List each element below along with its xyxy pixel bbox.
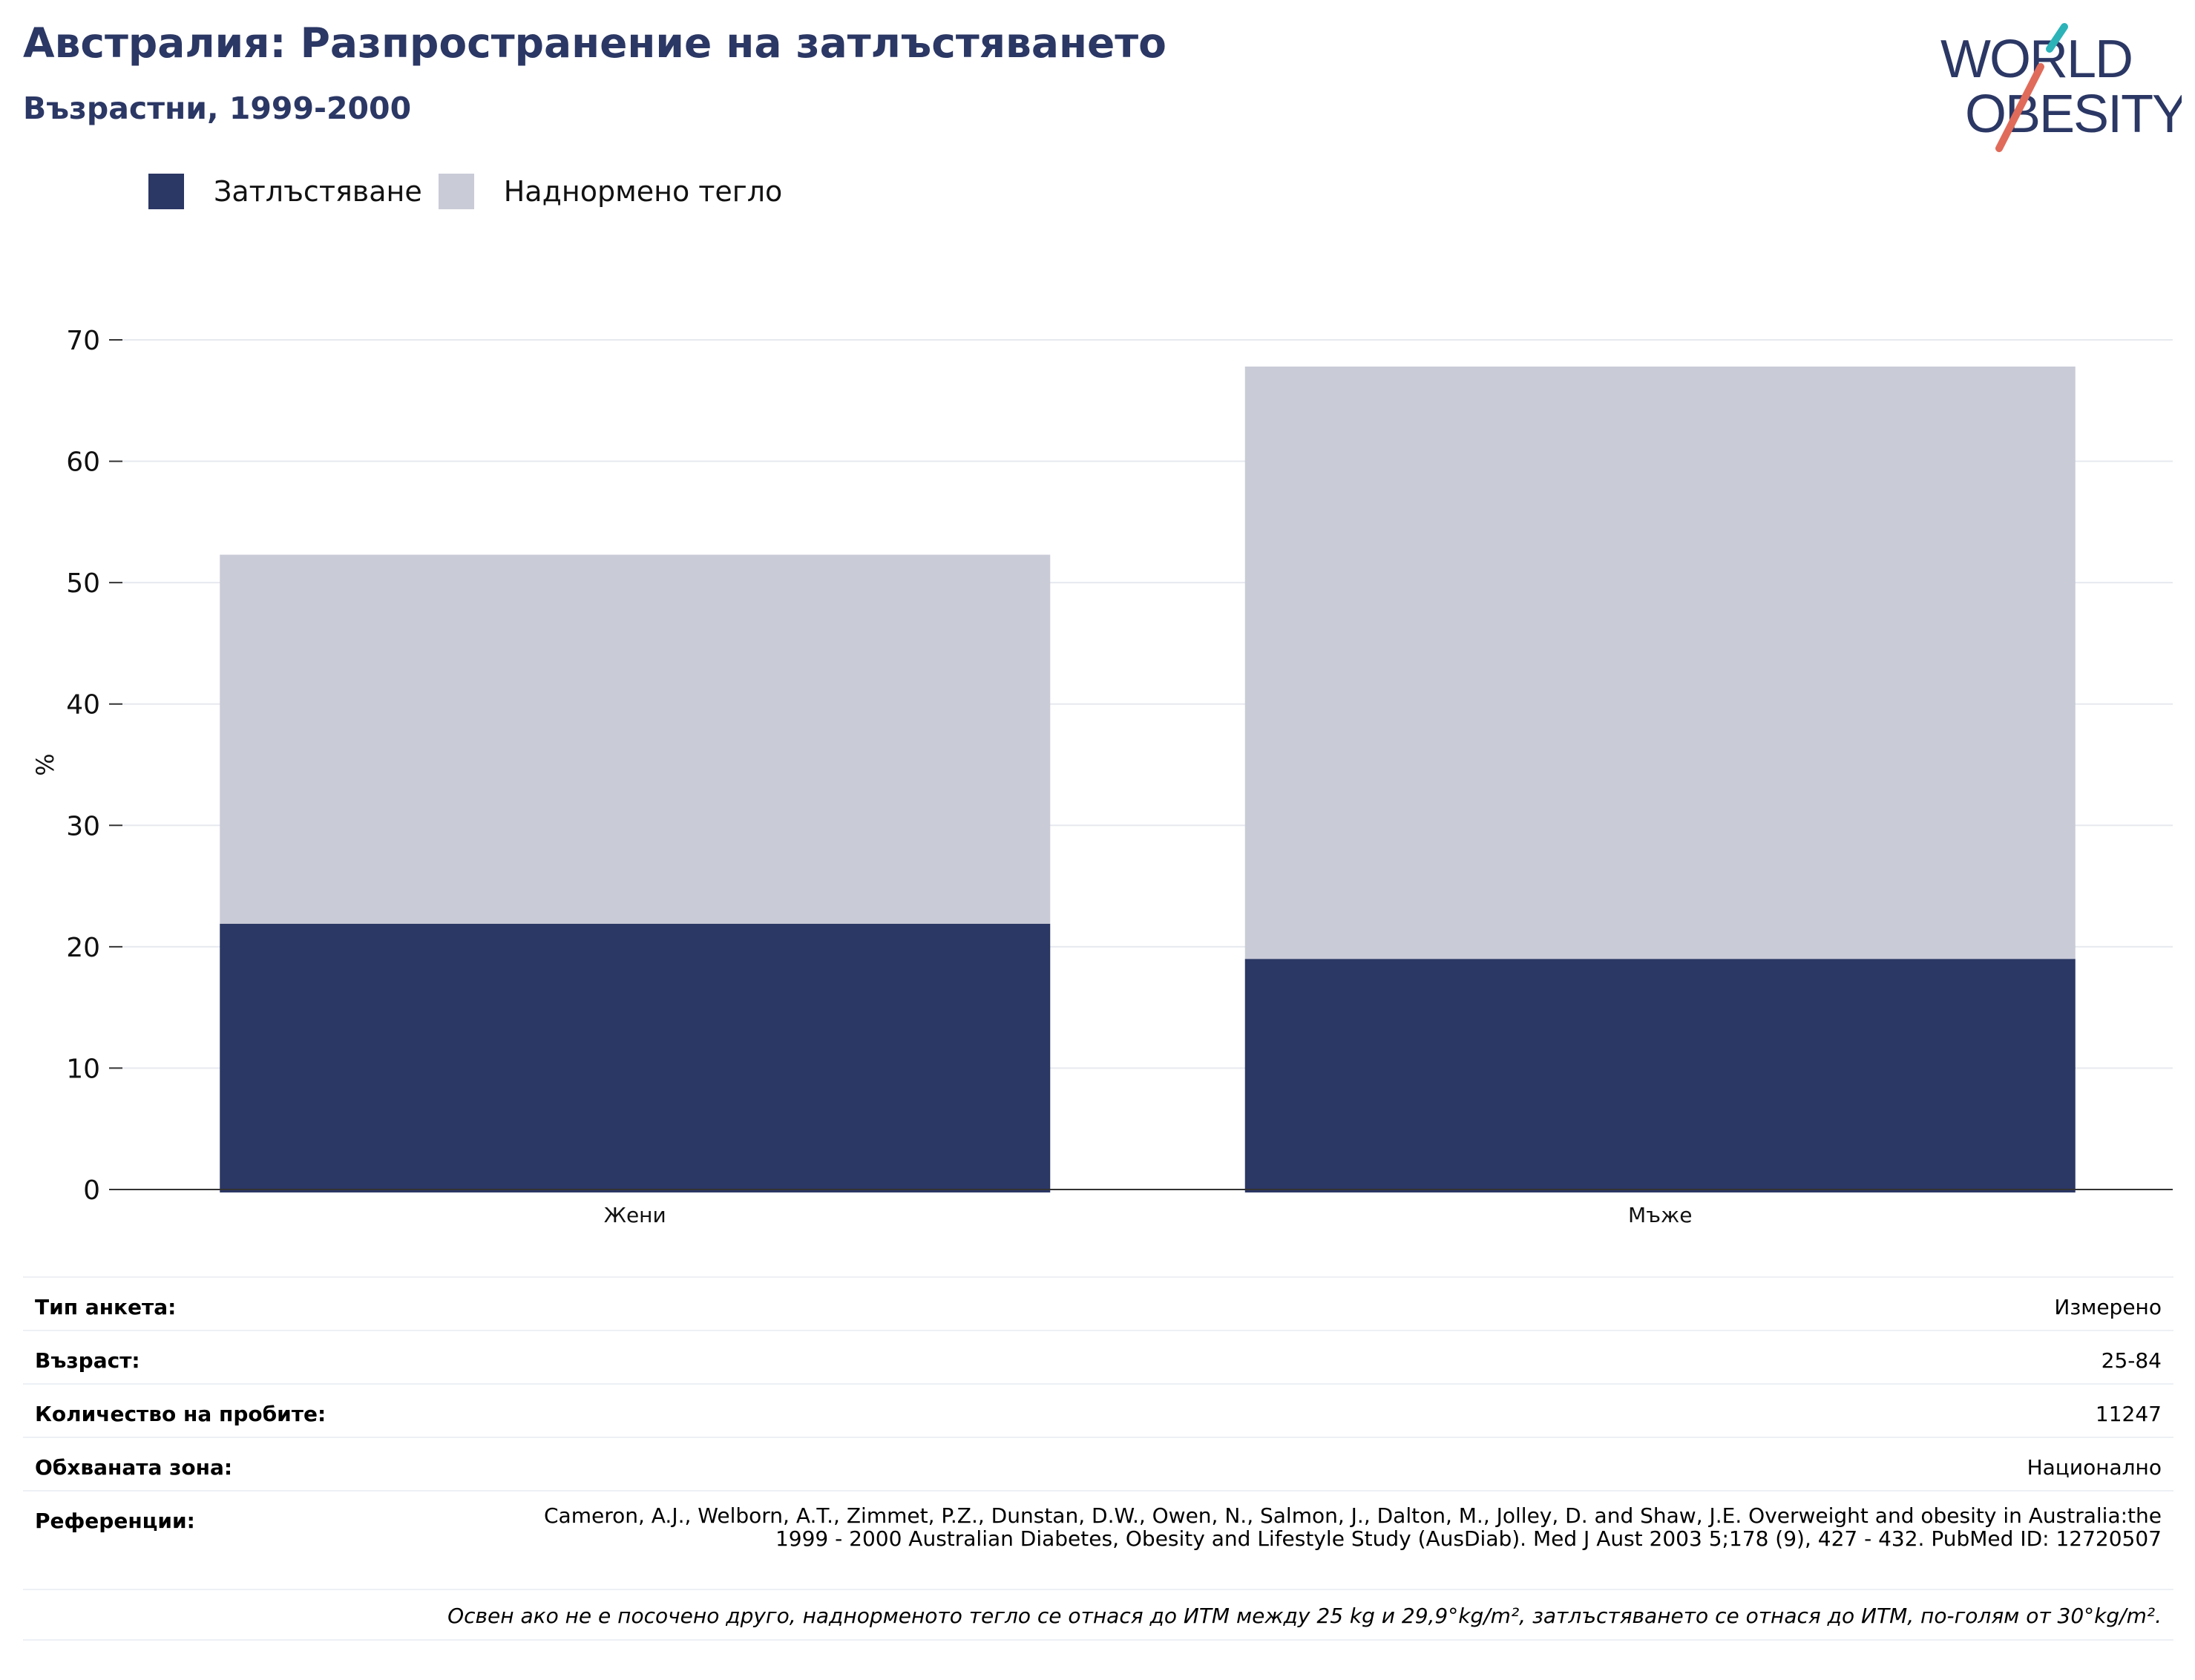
info-row-sample-size: Количество на пробите: 11247 [23, 1383, 2173, 1437]
bar-obesity-men [1244, 959, 2076, 1192]
bar-chart: 0 10 20 30 40 50 60 70% Жени Мъже [31, 326, 2173, 1227]
y-tick-label: 70 [66, 326, 100, 356]
legend-label-obesity: Затлъстяване [214, 175, 422, 208]
legend-swatch-overweight [438, 174, 474, 209]
info-label: Тип анкета: [35, 1295, 177, 1319]
info-label: Референции: [35, 1509, 195, 1533]
y-tick-label: 0 [83, 1175, 100, 1206]
logo-slash-coral [1995, 63, 2044, 152]
y-tick-label: 10 [66, 1054, 100, 1084]
y-tick-label: 60 [66, 447, 100, 478]
bar-obesity-women [220, 923, 1051, 1192]
legend-item-overweight[interactable]: Наднормено тегло [438, 174, 783, 209]
info-row-references: Референции: Cameron, A.J., Welborn, A.T.… [23, 1490, 2173, 1589]
logo-slash-teal [2046, 23, 2068, 53]
definition-note: Освен ако не е посочено друго, наднормен… [23, 1589, 2173, 1641]
y-tick-label: 50 [66, 568, 100, 599]
page-title: Австралия: Разпространение на затлъстява… [23, 19, 1167, 67]
world-obesity-logo: WORLD OBESITY [1940, 23, 2182, 152]
info-table: Тип анкета: Измерено Възраст: 25-84 Коли… [23, 1276, 2173, 1641]
references-text: Cameron, A.J., Welborn, A.T., Zimmet, P.… [543, 1503, 2162, 1551]
info-label: Количество на пробите: [35, 1402, 327, 1426]
info-value: Измерено [2054, 1295, 2162, 1319]
legend-label-overweight: Наднормено тегло [503, 175, 783, 208]
y-tick-label: 30 [66, 811, 100, 841]
info-row-age: Възраст: 25-84 [23, 1330, 2173, 1383]
logo-line2: OBESITY [1965, 85, 2182, 144]
x-tick-label: Мъже [1628, 1203, 1692, 1227]
bar-overweight-men [1244, 366, 2076, 959]
info-row-area: Обхваната зона: Национално [23, 1437, 2173, 1490]
bar-overweight-women [220, 554, 1051, 924]
info-row-survey-type: Тип анкета: Измерено [23, 1276, 2173, 1330]
legend: Затлъстяване Наднормено тегло [148, 171, 798, 212]
x-tick-label: Жени [604, 1203, 666, 1227]
y-tick-label: 20 [66, 933, 100, 963]
info-label: Възраст: [35, 1348, 140, 1373]
page-subtitle: Възрастни, 1999-2000 [23, 91, 412, 126]
info-value: Национално [2027, 1455, 2162, 1480]
legend-swatch-obesity [148, 174, 184, 209]
info-value: 25-84 [2101, 1348, 2162, 1373]
info-label: Обхваната зона: [35, 1455, 233, 1480]
y-tick-label: 40 [66, 690, 100, 721]
legend-item-obesity[interactable]: Затлъстяване [148, 174, 422, 209]
y-axis-label: % [31, 753, 59, 775]
info-value: 11247 [2095, 1402, 2162, 1426]
